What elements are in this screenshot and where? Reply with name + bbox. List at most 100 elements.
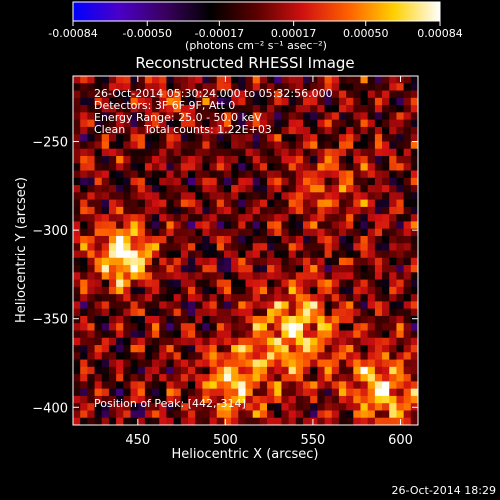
heatmap-cell bbox=[173, 337, 182, 346]
heatmap-cell bbox=[231, 185, 239, 193]
heatmap-cell bbox=[374, 76, 383, 84]
heatmap-cell bbox=[166, 315, 175, 324]
heatmap-cell bbox=[389, 388, 398, 397]
heatmap-cell bbox=[238, 199, 247, 208]
heatmap-cell bbox=[188, 90, 196, 99]
heatmap-cell bbox=[324, 294, 333, 302]
heatmap-cell bbox=[410, 148, 418, 157]
heatmap-cell bbox=[180, 228, 189, 237]
heatmap-cell bbox=[130, 294, 139, 302]
heatmap-cell bbox=[144, 148, 153, 157]
heatmap-cell bbox=[324, 395, 333, 404]
heatmap-cell bbox=[137, 228, 146, 237]
heatmap-cell bbox=[360, 330, 369, 339]
heatmap-cell bbox=[108, 410, 117, 419]
heatmap-cell bbox=[166, 286, 175, 295]
heatmap-cell bbox=[180, 403, 189, 412]
heatmap-cell bbox=[152, 192, 160, 201]
heatmap-cell bbox=[338, 126, 347, 135]
heatmap-cell bbox=[403, 192, 412, 201]
heatmap-cell bbox=[238, 374, 247, 382]
heatmap-cell bbox=[188, 119, 196, 128]
heatmap-cell bbox=[188, 221, 196, 230]
heatmap-cell bbox=[331, 417, 340, 425]
heatmap-cell bbox=[324, 83, 333, 92]
heatmap-cell bbox=[396, 141, 405, 150]
heatmap-cell bbox=[382, 272, 390, 281]
heatmap-cell bbox=[295, 410, 304, 419]
heatmap-cell bbox=[353, 90, 362, 99]
heatmap-cell bbox=[310, 235, 318, 244]
heatmap-cell bbox=[231, 235, 239, 244]
heatmap-cell bbox=[346, 323, 354, 332]
heatmap-cell bbox=[231, 301, 239, 310]
heatmap-cell bbox=[108, 119, 117, 128]
heatmap-cell bbox=[73, 330, 81, 339]
heatmap-cell bbox=[152, 76, 160, 84]
heatmap-cell bbox=[137, 235, 146, 244]
heatmap-cell bbox=[173, 352, 182, 361]
heatmap-cell bbox=[396, 388, 405, 397]
heatmap-cell bbox=[238, 185, 247, 193]
heatmap-cell bbox=[116, 366, 124, 375]
heatmap-cell bbox=[231, 417, 239, 425]
heatmap-cell bbox=[123, 126, 132, 135]
heatmap-cell bbox=[303, 170, 311, 179]
heatmap-cell bbox=[274, 221, 283, 230]
heatmap-cell bbox=[353, 221, 362, 230]
heatmap-cell bbox=[108, 185, 117, 193]
heatmap-cell bbox=[188, 148, 196, 157]
heatmap-cell bbox=[101, 177, 110, 186]
heatmap-cell bbox=[80, 265, 88, 273]
heatmap-cell bbox=[101, 265, 110, 273]
heatmap-cell bbox=[374, 381, 383, 390]
heatmap-cell bbox=[180, 206, 189, 215]
heatmap-cell bbox=[202, 308, 211, 317]
heatmap-cell bbox=[123, 395, 132, 404]
heatmap-cell bbox=[80, 301, 88, 310]
heatmap-cell bbox=[166, 235, 175, 244]
heatmap-cell bbox=[295, 345, 304, 353]
heatmap-cell bbox=[152, 185, 160, 193]
heatmap-cell bbox=[173, 119, 182, 128]
heatmap-cell bbox=[73, 410, 81, 419]
heatmap-cell bbox=[403, 148, 412, 157]
heatmap-cell bbox=[310, 119, 318, 128]
heatmap-cell bbox=[180, 148, 189, 157]
heatmap-cell bbox=[317, 403, 326, 412]
heatmap-cell bbox=[252, 119, 261, 128]
heatmap-cell bbox=[130, 301, 139, 310]
heatmap-cell bbox=[80, 359, 88, 368]
heatmap-cell bbox=[202, 388, 211, 397]
heatmap-cell bbox=[367, 323, 376, 332]
heatmap-cell bbox=[245, 185, 254, 193]
heatmap-cell bbox=[346, 141, 354, 150]
heatmap-cell bbox=[303, 403, 311, 412]
heatmap-cell bbox=[338, 301, 347, 310]
heatmap-cell bbox=[338, 192, 347, 201]
heatmap-cell bbox=[173, 330, 182, 339]
heatmap-cell bbox=[245, 345, 254, 353]
heatmap-cell bbox=[159, 163, 168, 172]
heatmap-cell bbox=[360, 366, 369, 375]
heatmap-cell bbox=[216, 265, 225, 273]
heatmap-cell bbox=[238, 403, 247, 412]
heatmap-cell bbox=[382, 90, 390, 99]
heatmap-cell bbox=[173, 395, 182, 404]
heatmap-cell bbox=[123, 294, 132, 302]
heatmap-cell bbox=[116, 97, 124, 106]
heatmap-cell bbox=[80, 221, 88, 230]
heatmap-cell bbox=[87, 366, 96, 375]
heatmap-cell bbox=[195, 374, 203, 382]
heatmap-cell bbox=[101, 148, 110, 157]
heatmap-cell bbox=[216, 112, 225, 121]
heatmap-cell bbox=[152, 119, 160, 128]
heatmap-cell bbox=[252, 185, 261, 193]
heatmap-cell bbox=[274, 177, 283, 186]
heatmap-cell bbox=[173, 148, 182, 157]
heatmap-cell bbox=[80, 410, 88, 419]
heatmap-cell bbox=[267, 76, 275, 84]
heatmap-cell bbox=[108, 403, 117, 412]
heatmap-cell bbox=[223, 359, 232, 368]
heatmap-cell bbox=[317, 126, 326, 135]
